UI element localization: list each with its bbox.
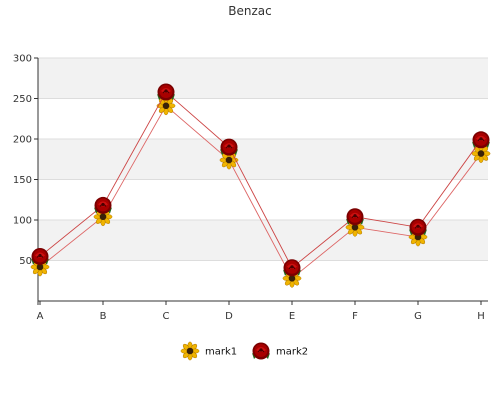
y-tick-label: 250	[13, 94, 32, 105]
y-axis-ticks: 50 100 150 200 250 300	[13, 54, 38, 267]
y-tick-label: 300	[13, 54, 32, 65]
grid-band	[38, 139, 488, 180]
legend: mark1 mark2	[180, 341, 308, 361]
data-point-mark2	[471, 130, 491, 149]
series-layer	[30, 83, 491, 288]
gridlines	[38, 57, 488, 261]
y-tick-label: 50	[19, 256, 32, 267]
series-line-mark1	[39, 105, 482, 280]
x-tick-label: G	[414, 311, 422, 322]
data-point-mark2	[282, 258, 302, 277]
sunflower-icon	[180, 341, 200, 361]
x-tick-label: B	[100, 311, 107, 322]
x-tick-label: A	[37, 311, 44, 322]
data-point-mark2	[93, 196, 113, 215]
y-tick-label: 100	[13, 216, 32, 227]
legend-label-mark2: mark2	[276, 347, 308, 358]
x-tick-label: C	[163, 311, 170, 322]
x-tick-label: H	[477, 311, 485, 322]
x-tick-label: F	[352, 311, 358, 322]
x-tick-label: E	[289, 311, 295, 322]
grid-band	[38, 58, 488, 99]
series-mark2	[30, 83, 491, 277]
legend-label-mark1: mark1	[205, 347, 237, 358]
series-mark1	[30, 96, 491, 288]
y-tick-label: 150	[13, 175, 32, 186]
chart-title: Benzac	[228, 4, 271, 18]
data-point-mark2	[345, 207, 365, 226]
series-line-mark2	[39, 91, 482, 269]
rose-icon	[251, 342, 271, 360]
x-tick-label: D	[225, 311, 233, 322]
x-axis-ticks: A B C D E F G H	[37, 301, 485, 322]
y-tick-label: 200	[13, 135, 32, 146]
